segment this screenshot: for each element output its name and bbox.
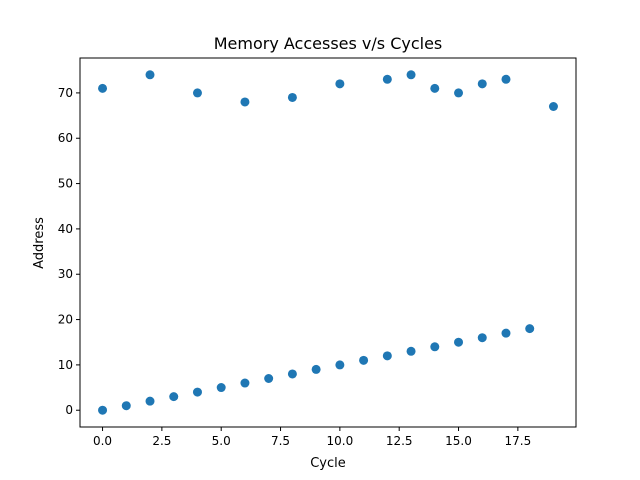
y-tick-label: 50 bbox=[58, 177, 73, 191]
data-point bbox=[169, 392, 179, 402]
data-point bbox=[335, 79, 345, 89]
data-point bbox=[98, 83, 108, 93]
data-point bbox=[216, 383, 226, 393]
data-point bbox=[406, 346, 416, 356]
data-point bbox=[240, 378, 250, 388]
data-point bbox=[145, 396, 155, 406]
data-point bbox=[525, 324, 535, 334]
x-tick-label: 2.5 bbox=[152, 434, 171, 448]
x-tick-label: 12.5 bbox=[386, 434, 413, 448]
x-tick-label: 7.5 bbox=[271, 434, 290, 448]
data-point bbox=[287, 92, 297, 102]
data-point bbox=[335, 360, 345, 370]
data-point bbox=[548, 102, 558, 112]
x-tick-label: 0.0 bbox=[93, 434, 112, 448]
data-point bbox=[240, 97, 250, 107]
data-point bbox=[192, 88, 202, 98]
y-tick-label: 40 bbox=[58, 222, 73, 236]
x-tick-label: 10.0 bbox=[327, 434, 354, 448]
data-point bbox=[406, 70, 416, 80]
y-tick-label: 10 bbox=[58, 358, 73, 372]
data-point bbox=[145, 70, 155, 80]
data-point bbox=[98, 405, 108, 415]
data-points bbox=[98, 70, 558, 415]
chart-title: Memory Accesses v/s Cycles bbox=[214, 34, 443, 53]
x-axis-ticks: 0.0 2.5 5.0 7.5 10.0 12.5 15.0 17.5 bbox=[93, 427, 531, 448]
y-axis-ticks: 0 10 20 30 40 50 60 70 bbox=[58, 86, 80, 417]
x-axis-label: Cycle bbox=[310, 456, 346, 471]
y-tick-label: 30 bbox=[58, 267, 73, 281]
data-point bbox=[192, 387, 202, 397]
data-point bbox=[264, 373, 274, 383]
data-point bbox=[501, 74, 511, 84]
y-tick-label: 60 bbox=[58, 131, 73, 145]
data-point bbox=[430, 342, 440, 352]
data-point bbox=[501, 328, 511, 338]
data-point bbox=[454, 88, 464, 98]
y-axis-label: Address bbox=[32, 217, 47, 269]
data-point bbox=[477, 79, 487, 89]
plot-area-frame bbox=[79, 57, 577, 428]
x-tick-label: 15.0 bbox=[445, 434, 472, 448]
data-point bbox=[311, 364, 321, 374]
data-point bbox=[477, 333, 487, 343]
data-point bbox=[359, 355, 369, 365]
data-point bbox=[430, 83, 440, 93]
y-tick-label: 0 bbox=[65, 403, 73, 417]
x-tick-label: 17.5 bbox=[504, 434, 531, 448]
y-tick-label: 70 bbox=[58, 86, 73, 100]
y-tick-label: 20 bbox=[58, 313, 73, 327]
data-point bbox=[382, 74, 392, 84]
data-point bbox=[454, 337, 464, 347]
data-point bbox=[382, 351, 392, 361]
data-point bbox=[121, 401, 131, 411]
x-tick-label: 5.0 bbox=[212, 434, 231, 448]
data-point bbox=[287, 369, 297, 379]
